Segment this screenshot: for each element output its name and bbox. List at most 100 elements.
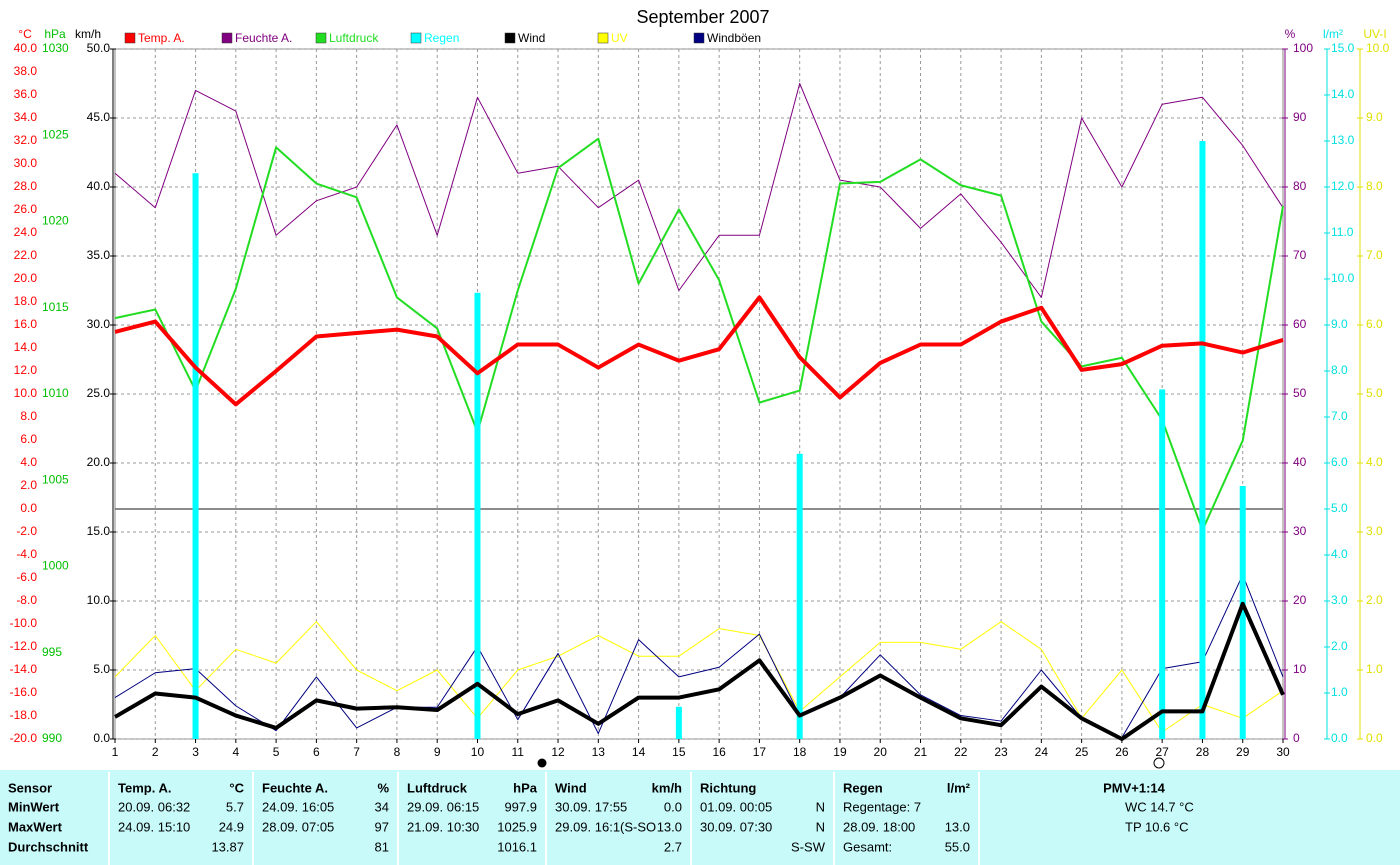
x-tick-label: 6 bbox=[313, 745, 320, 759]
legend-label: Luftdruck bbox=[329, 31, 379, 45]
y-tick-label: 50 bbox=[1293, 386, 1307, 400]
cell-value: 1025.9 bbox=[497, 819, 537, 834]
axis-title: hPa bbox=[44, 27, 66, 41]
column-unit: % bbox=[377, 780, 389, 795]
x-tick-label: 9 bbox=[434, 745, 441, 759]
x-tick-label: 19 bbox=[833, 745, 847, 759]
series-line bbox=[114, 621, 1284, 733]
y-tick-label: 80 bbox=[1293, 179, 1307, 193]
y-tick-label: 10 bbox=[1293, 662, 1307, 676]
y-tick-label: 11.0 bbox=[1331, 225, 1354, 239]
cell-value: 13.0 bbox=[657, 819, 682, 834]
y-tick-label: 70 bbox=[1293, 248, 1307, 262]
series-line bbox=[113, 601, 1285, 741]
cell-value: 55.0 bbox=[945, 839, 970, 854]
y-tick-label: -14.0 bbox=[10, 662, 38, 676]
x-tick-label: 27 bbox=[1155, 745, 1169, 759]
y-tick-label: 0.0 bbox=[93, 731, 110, 745]
y-tick-label: 3.0 bbox=[1366, 524, 1383, 538]
y-tick-label: 7.0 bbox=[1366, 248, 1383, 262]
cell-text: 24.09. 16:05 bbox=[262, 799, 334, 814]
y-tick-label: 90 bbox=[1293, 110, 1307, 124]
y-tick-label: -6.0 bbox=[16, 570, 37, 584]
cell-text: 21.09. 10:30 bbox=[407, 819, 479, 834]
x-tick-label: 4 bbox=[232, 745, 239, 759]
cell-value: N bbox=[816, 819, 825, 834]
y-tick-label: 1025 bbox=[42, 127, 69, 141]
y-tick-label: 13.0 bbox=[1331, 133, 1355, 147]
cell-text: Gesamt: bbox=[843, 839, 892, 854]
legend-label: Regen bbox=[424, 31, 459, 45]
y-tick-label: 2.0 bbox=[1366, 593, 1383, 607]
y-tick-label: 7.0 bbox=[1331, 409, 1348, 423]
x-tick-label: 10 bbox=[471, 745, 485, 759]
x-tick-label: 25 bbox=[1075, 745, 1089, 759]
x-tick-label: 8 bbox=[394, 745, 401, 759]
y-tick-label: 9.0 bbox=[1331, 317, 1348, 331]
y-tick-label: 25.0 bbox=[87, 386, 111, 400]
cell-text: WC 14.7 °C bbox=[1125, 799, 1194, 814]
cell-text: TP 10.6 °C bbox=[1125, 819, 1189, 834]
y-tick-label: -20.0 bbox=[10, 731, 38, 745]
x-tick-label: 21 bbox=[914, 745, 928, 759]
y-tick-label: 16.0 bbox=[14, 317, 38, 331]
y-tick-label: 15.0 bbox=[87, 524, 111, 538]
legend-swatch bbox=[221, 32, 233, 44]
y-tick-label: 0.0 bbox=[1331, 731, 1348, 745]
chart-title: September 2007 bbox=[636, 7, 769, 27]
column-unit: °C bbox=[229, 780, 244, 795]
series-line bbox=[114, 137, 1284, 532]
row-label: MinWert bbox=[8, 799, 60, 814]
y-tick-label: 1015 bbox=[42, 300, 69, 314]
y-tick-label: 12.0 bbox=[14, 363, 38, 377]
moon-phase-full bbox=[1153, 757, 1165, 769]
y-tick-label: 0.0 bbox=[1366, 731, 1383, 745]
cell-value: 97 bbox=[375, 819, 389, 834]
cell-value: 13.87 bbox=[211, 839, 244, 854]
axis-title: km/h bbox=[75, 27, 101, 41]
y-tick-label: 1030 bbox=[42, 41, 69, 55]
cell-text: 01.09. 00:05 bbox=[700, 799, 772, 814]
cell-text: Regentage: 7 bbox=[843, 799, 921, 814]
cell-text: 24.09. 15:10 bbox=[118, 819, 190, 834]
legend-label: UV bbox=[611, 31, 628, 45]
legend-label: Temp. A. bbox=[138, 31, 185, 45]
column-header: Luftdruck bbox=[407, 780, 468, 795]
y-tick-label: 1020 bbox=[42, 214, 69, 228]
x-tick-label: 12 bbox=[551, 745, 565, 759]
cell-value: 13.0 bbox=[945, 819, 970, 834]
y-tick-label: 1.0 bbox=[1366, 662, 1383, 676]
y-tick-label: 28.0 bbox=[14, 179, 38, 193]
y-tick-label: 60 bbox=[1293, 317, 1307, 331]
y-tick-label: 1000 bbox=[42, 559, 69, 573]
y-tick-label: 38.0 bbox=[14, 64, 38, 78]
legend-swatch bbox=[315, 32, 327, 44]
x-tick-label: 16 bbox=[712, 745, 726, 759]
x-tick-label: 7 bbox=[353, 745, 360, 759]
y-tick-label: 5.0 bbox=[1366, 386, 1383, 400]
y-tick-label: 3.0 bbox=[1331, 593, 1348, 607]
axis-title: °C bbox=[18, 27, 32, 41]
y-tick-label: 8.0 bbox=[20, 409, 37, 423]
y-tick-label: 990 bbox=[42, 731, 62, 745]
y-tick-label: 36.0 bbox=[14, 87, 38, 101]
chart-background bbox=[0, 0, 1400, 770]
row-label: Durchschnitt bbox=[8, 839, 89, 854]
y-tick-label: 40.0 bbox=[87, 179, 111, 193]
legend-swatch bbox=[124, 32, 136, 44]
cell-value: 1016.1 bbox=[497, 839, 537, 854]
y-tick-label: 1.0 bbox=[1331, 685, 1348, 699]
y-tick-label: 20 bbox=[1293, 593, 1307, 607]
x-tick-label: 2 bbox=[152, 745, 159, 759]
y-tick-label: 30.0 bbox=[87, 317, 111, 331]
x-tick-label: 29 bbox=[1236, 745, 1250, 759]
column-header: Temp. A. bbox=[118, 780, 171, 795]
y-tick-label: 35.0 bbox=[87, 248, 111, 262]
y-tick-label: 20.0 bbox=[87, 455, 111, 469]
y-tick-label: 14.0 bbox=[14, 340, 38, 354]
rain-bar bbox=[192, 173, 199, 739]
cell-value: S-SW bbox=[791, 839, 826, 854]
y-tick-label: 4.0 bbox=[1366, 455, 1383, 469]
rain-bar bbox=[796, 453, 803, 739]
